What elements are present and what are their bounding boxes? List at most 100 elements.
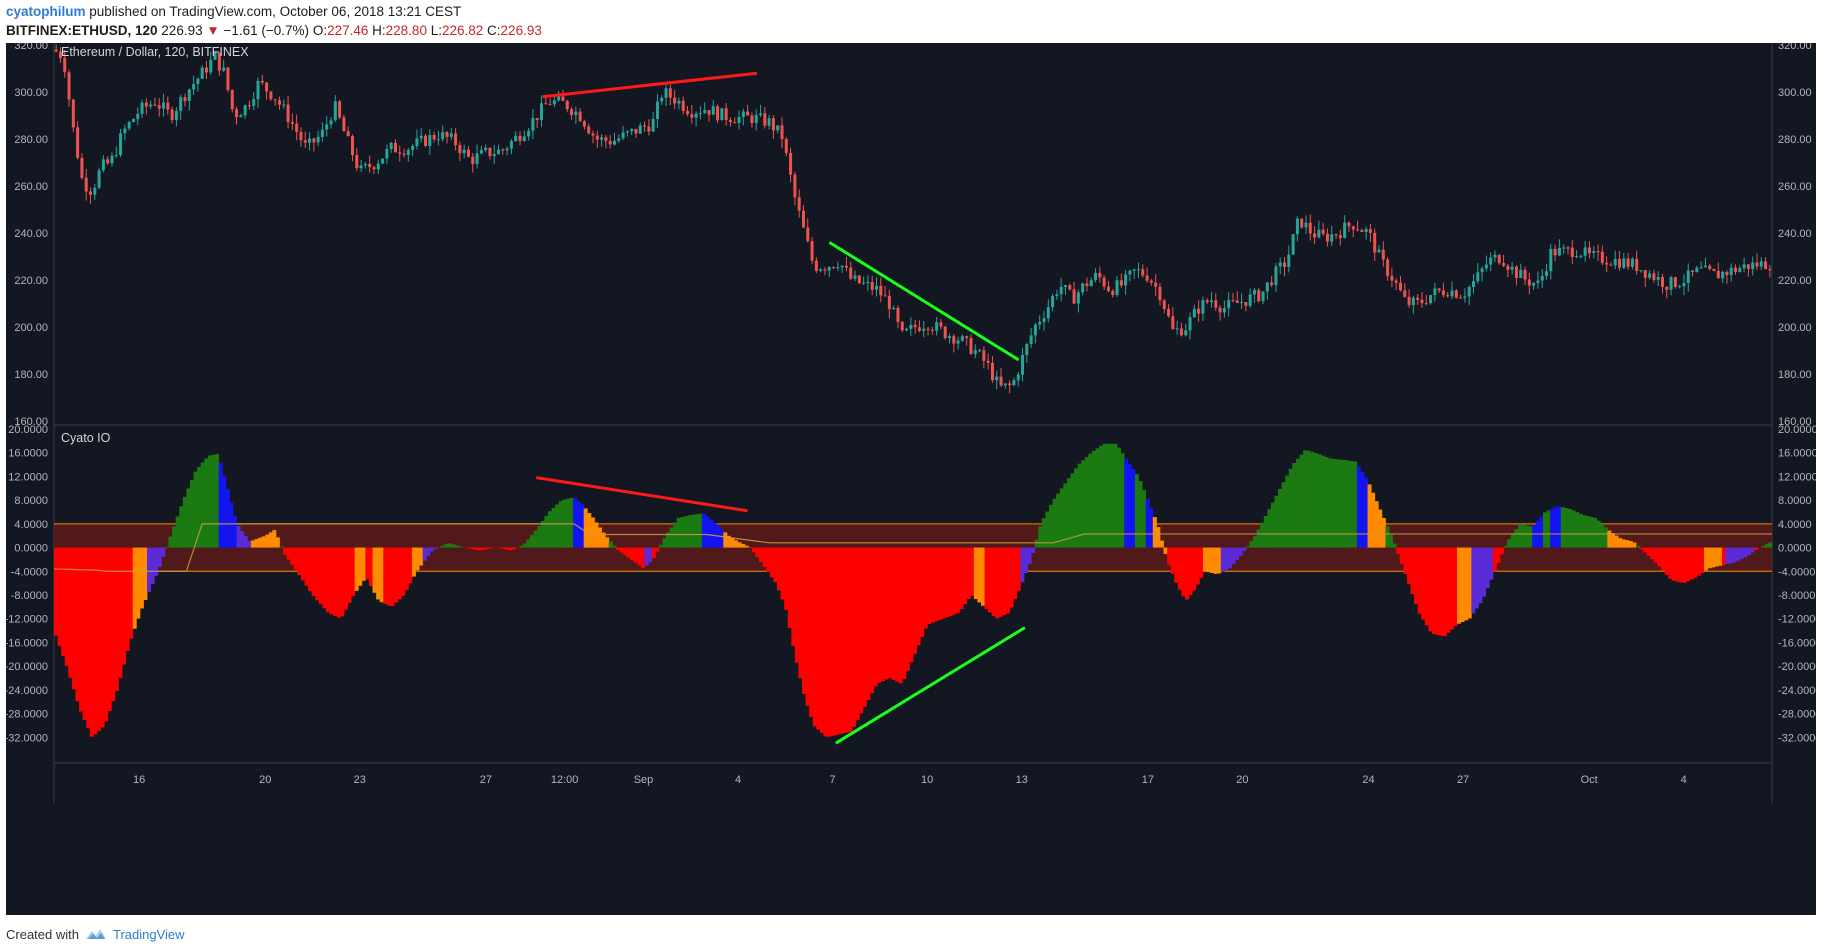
osc-bar	[633, 547, 638, 563]
osc-bar	[1729, 547, 1734, 564]
candle-body	[1493, 254, 1497, 258]
chart-svg[interactable]: 320.00 320.00 300.00 300.00 280.00 280.00 260.…	[6, 43, 1816, 915]
candle-body	[1394, 280, 1398, 283]
candle-body	[1068, 285, 1072, 290]
osc-bar	[873, 547, 878, 687]
osc-bar	[1471, 547, 1476, 614]
osc-bar	[1528, 526, 1533, 548]
osc-bar	[701, 513, 706, 548]
candle-body	[1463, 296, 1467, 298]
osc-bar	[1342, 459, 1347, 548]
osc-bar	[977, 547, 982, 603]
osc-bar	[1618, 538, 1623, 548]
candle-body	[80, 157, 84, 178]
osc-bar	[526, 539, 531, 548]
candle-body	[922, 328, 926, 331]
osc-bar	[168, 536, 173, 548]
osc-bar	[680, 516, 685, 548]
candle-body	[600, 137, 604, 140]
osc-bar	[981, 547, 985, 606]
osc-bar	[812, 547, 817, 727]
osc-bar	[1338, 459, 1343, 548]
tradingview-link[interactable]: TradingView	[112, 926, 185, 942]
chart-area[interactable]: 320.00 320.00 300.00 300.00 280.00 280.00 260.…	[6, 43, 1816, 915]
osc-bar	[1514, 529, 1519, 548]
candle-body	[1433, 288, 1437, 296]
osc-tick-label-left: -24.0000	[6, 685, 48, 697]
candle-body	[454, 133, 458, 146]
candle-body	[501, 149, 505, 151]
osc-bar	[1220, 547, 1225, 572]
candle-body	[149, 104, 153, 107]
candle-body	[1094, 272, 1098, 281]
osc-bar	[136, 547, 141, 619]
candle-body	[827, 267, 831, 271]
price-tick-label-left: 300.00	[14, 87, 48, 99]
osc-bar	[626, 547, 631, 558]
time-tick-label: Sep	[634, 774, 654, 786]
osc-bar	[787, 547, 792, 628]
candle-body	[97, 170, 101, 188]
candle-body	[363, 163, 367, 166]
osc-bar	[1124, 458, 1129, 548]
candle-body	[436, 139, 440, 141]
osc-bar	[572, 497, 577, 548]
candle-body	[737, 116, 741, 124]
candle-body	[870, 282, 874, 290]
osc-bar	[1227, 547, 1232, 569]
candle-body	[355, 155, 359, 169]
osc-bar	[1546, 510, 1551, 548]
osc-bar	[1711, 547, 1716, 568]
osc-bar	[1650, 547, 1655, 560]
osc-bar	[1199, 547, 1204, 578]
osc-bar	[326, 547, 330, 613]
osc-tick-label-right: 0.0000	[1778, 543, 1812, 555]
osc-bar	[1217, 547, 1222, 574]
osc-bar	[508, 547, 513, 551]
candle-body	[282, 104, 286, 106]
osc-bar	[576, 501, 581, 548]
osc-bar	[1224, 547, 1229, 571]
osc-bar	[1321, 455, 1326, 548]
osc-bar	[1675, 547, 1680, 582]
osc-bar	[308, 547, 313, 592]
candle-body	[411, 146, 415, 151]
candle-body	[162, 102, 166, 109]
osc-bar	[655, 547, 660, 552]
osc-bar	[1721, 547, 1726, 565]
osc-bar	[1303, 450, 1308, 548]
candle-body	[1527, 279, 1531, 286]
candle-body	[1725, 271, 1729, 276]
candle-body	[153, 104, 157, 106]
candle-body	[1167, 308, 1171, 317]
author-link[interactable]: cyatophilum	[6, 4, 86, 19]
osc-bar	[1177, 547, 1182, 590]
candle-body	[1407, 296, 1411, 306]
osc-trendline-red	[536, 476, 748, 513]
osc-bar	[1099, 445, 1104, 548]
osc-bar	[1324, 457, 1329, 548]
candle-body	[1575, 256, 1579, 258]
candle-body	[136, 113, 140, 120]
candle-body	[381, 158, 385, 164]
osc-bar	[1467, 547, 1472, 619]
candle-body	[1699, 267, 1703, 269]
osc-bar	[404, 547, 409, 591]
price-tick-label-right: 160.00	[1778, 416, 1812, 428]
osc-bar	[995, 547, 1000, 619]
candle-body	[965, 336, 969, 339]
candle-body	[1519, 269, 1523, 278]
osc-bar	[1138, 481, 1143, 548]
osc-bar	[1109, 443, 1114, 548]
candle-body	[398, 152, 402, 154]
osc-bar	[1041, 518, 1046, 548]
osc-bar	[1621, 539, 1626, 548]
candle-body	[1532, 283, 1536, 286]
osc-bar	[816, 547, 821, 730]
osc-bar	[1578, 513, 1583, 548]
osc-bar	[619, 547, 624, 553]
candle-body	[1583, 247, 1587, 256]
osc-bar	[1031, 547, 1036, 554]
candle-body	[819, 269, 823, 271]
osc-bar	[1385, 526, 1390, 548]
